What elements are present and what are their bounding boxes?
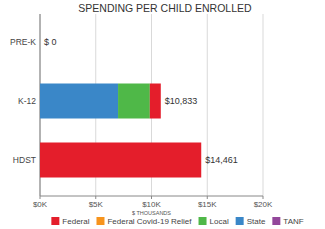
tick-label: $0K (33, 200, 48, 209)
chart-container: SPENDING PER CHILD ENROLLED $0K $5K $10K $15… (0, 0, 325, 229)
title: SPENDING PER CHILD ENROLLED (78, 2, 252, 14)
category-label: HDST (13, 155, 36, 165)
legend-swatch (272, 217, 280, 225)
chart-svg: SPENDING PER CHILD ENROLLED $0K $5K $10K $15… (0, 0, 325, 229)
legend-swatch (236, 217, 244, 225)
legend-swatch (51, 217, 59, 225)
legend-label: Federal (62, 217, 89, 226)
legend: Federal Federal Covid-19 Relief Local State… (51, 217, 303, 226)
bar-segment (40, 25, 41, 60)
bar-segment (40, 25, 41, 60)
total-label: $10,833 (165, 96, 198, 106)
legend-swatch (199, 217, 207, 225)
bar-segment (150, 84, 161, 119)
bar-segment (40, 84, 118, 119)
legend-label: Federal Covid-19 Relief (107, 217, 192, 226)
bar-segment (40, 25, 41, 60)
bar-segment (40, 143, 201, 178)
tick-label: $15K (198, 200, 217, 209)
grid-line (263, 14, 264, 196)
bar-segment (40, 25, 41, 60)
category-label: K-12 (18, 96, 36, 106)
tick-label: $5K (89, 200, 104, 209)
legend-label: State (247, 217, 266, 226)
grid-line (207, 14, 208, 196)
total-label: $ 0 (44, 37, 57, 47)
bar-segment (40, 25, 41, 60)
legend-swatch (96, 217, 104, 225)
bar-segment (118, 84, 150, 119)
x-axis-label: $ THOUSANDS (132, 210, 171, 216)
bars (40, 84, 201, 178)
tick-label: $20K (254, 200, 273, 209)
total-label: $14,461 (205, 155, 238, 165)
category-label: PRE-K (10, 37, 36, 47)
x-axis (40, 196, 263, 197)
legend-label: Local (210, 217, 229, 226)
tick-label: $10K (142, 200, 161, 209)
legend-label: TANF (283, 217, 303, 226)
